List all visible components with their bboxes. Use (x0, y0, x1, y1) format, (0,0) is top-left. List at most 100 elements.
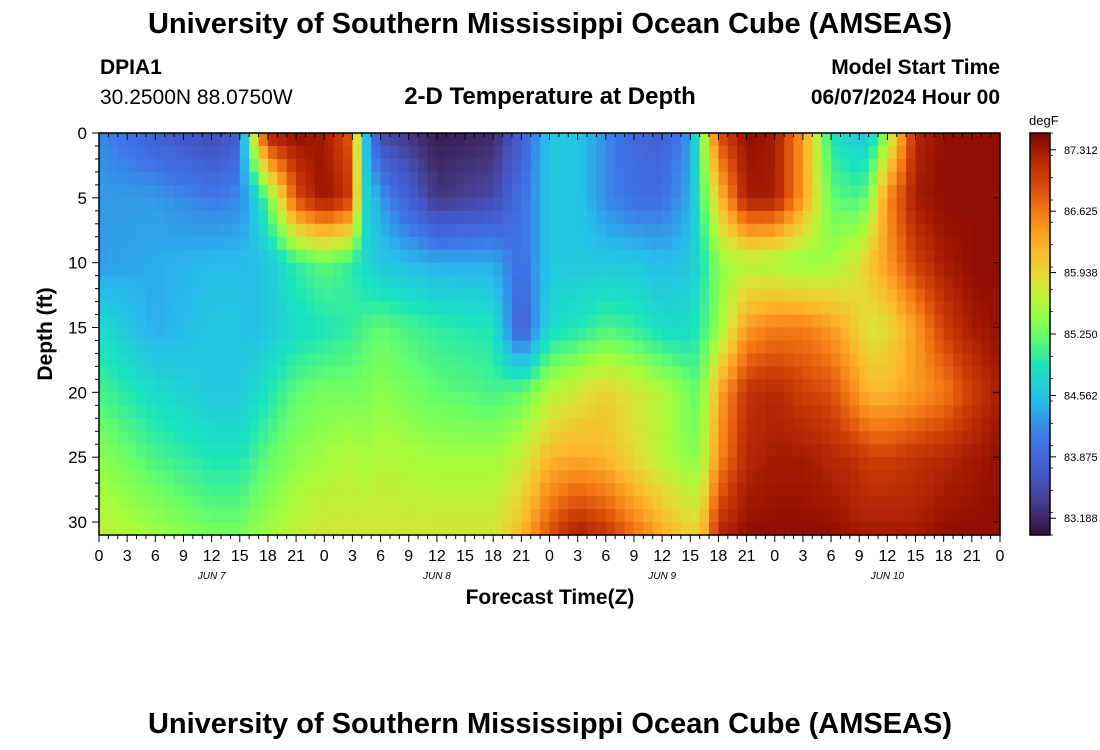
heatmap-cell (436, 522, 447, 536)
heatmap-cell (671, 327, 682, 342)
heatmap-cell (737, 288, 748, 303)
heatmap-cell (652, 301, 663, 316)
heatmap-cell (709, 366, 720, 380)
heatmap-cell (558, 236, 569, 251)
heatmap-cell (230, 145, 241, 160)
heatmap-cell (990, 418, 1001, 432)
heatmap-cell (155, 249, 166, 264)
heatmap-cell (446, 262, 457, 277)
heatmap-cell (436, 223, 447, 238)
heatmap-cell (267, 171, 278, 186)
heatmap-cell (596, 522, 607, 536)
heatmap-cell (239, 366, 250, 380)
heatmap-cell (239, 197, 250, 212)
heatmap-cell (849, 158, 860, 173)
heatmap-cell (718, 483, 729, 497)
heatmap-cell (633, 509, 644, 523)
heatmap-cell (446, 418, 457, 432)
heatmap-cell (633, 431, 644, 445)
heatmap-cell (568, 210, 579, 225)
heatmap-cell (802, 496, 813, 510)
heatmap-cell (680, 353, 691, 368)
heatmap-cell (662, 483, 673, 497)
heatmap-cell (877, 392, 888, 406)
heatmap-cell (934, 133, 945, 147)
heatmap-cell (877, 496, 888, 510)
heatmap-cell (765, 509, 776, 523)
heatmap-cell (192, 366, 203, 380)
heatmap-cell (812, 431, 823, 445)
heatmap-cell (953, 171, 964, 186)
heatmap-cell (990, 470, 1001, 484)
heatmap-cell (774, 327, 785, 342)
heatmap-cell (615, 275, 626, 290)
heatmap-cell (727, 133, 738, 147)
heatmap-cell (953, 327, 964, 342)
heatmap-cell (633, 249, 644, 264)
heatmap-cell (558, 483, 569, 497)
heatmap-cell (136, 496, 147, 510)
heatmap-cell (296, 418, 307, 432)
heatmap-cell (230, 236, 241, 251)
heatmap-cell (343, 158, 354, 173)
heatmap-cell (352, 379, 363, 393)
heatmap-cell (990, 301, 1001, 316)
heatmap-cell (568, 366, 579, 380)
heatmap-cell (117, 522, 128, 536)
heatmap-cell (399, 457, 410, 471)
heatmap-cell (962, 275, 973, 290)
heatmap-cell (906, 301, 917, 316)
heatmap-cell (906, 288, 917, 303)
heatmap-cell (709, 249, 720, 264)
heatmap-cell (943, 288, 954, 303)
heatmap-cell (324, 288, 335, 303)
heatmap-cell (389, 314, 400, 329)
heatmap-cell (652, 249, 663, 264)
heatmap-cell (643, 496, 654, 510)
heatmap-cell (849, 405, 860, 419)
heatmap-cell (174, 262, 185, 277)
heatmap-cell (849, 288, 860, 303)
heatmap-cell (324, 457, 335, 471)
heatmap-cell (286, 509, 297, 523)
heatmap-cell (962, 366, 973, 380)
heatmap-cell (746, 340, 757, 355)
heatmap-cell (408, 236, 419, 251)
heatmap-cell (849, 509, 860, 523)
heatmap-cell (709, 314, 720, 329)
heatmap-cell (117, 301, 128, 316)
heatmap-cell (211, 379, 222, 393)
heatmap-cell (493, 236, 504, 251)
heatmap-cell (371, 418, 382, 432)
heatmap-cell (962, 171, 973, 186)
heatmap-cell (840, 133, 851, 147)
heatmap-cell (699, 262, 710, 277)
heatmap-cell (774, 509, 785, 523)
heatmap-cell (389, 522, 400, 536)
heatmap-cell (483, 171, 494, 186)
heatmap-cell (934, 340, 945, 355)
heatmap-cell (521, 353, 532, 368)
heatmap-cell (605, 392, 616, 406)
heatmap-cell (286, 210, 297, 225)
heatmap-cell (690, 340, 701, 355)
heatmap-cell (633, 184, 644, 199)
heatmap-cell (502, 340, 513, 355)
heatmap-cell (652, 405, 663, 419)
heatmap-cell (981, 431, 992, 445)
heatmap-cell (633, 483, 644, 497)
heatmap-cell (662, 392, 673, 406)
heatmap-cell (896, 223, 907, 238)
heatmap-cell (690, 444, 701, 458)
heatmap-cell (155, 288, 166, 303)
heatmap-cell (418, 288, 429, 303)
heatmap-cell (990, 184, 1001, 199)
heatmap-cell (596, 184, 607, 199)
heatmap-cell (389, 158, 400, 173)
heatmap-cell (408, 145, 419, 160)
heatmap-cell (296, 314, 307, 329)
heatmap-cell (774, 236, 785, 251)
heatmap-cell (239, 444, 250, 458)
heatmap-cell (680, 431, 691, 445)
heatmap-cell (174, 353, 185, 368)
